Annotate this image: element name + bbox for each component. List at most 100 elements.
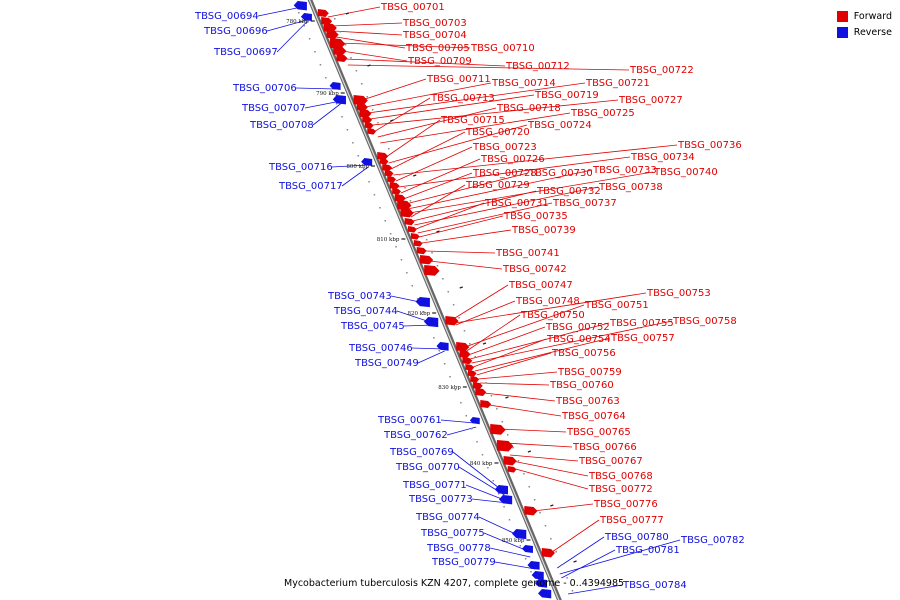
backbone-dot — [566, 577, 568, 579]
leader-line — [341, 166, 369, 187]
gene-label: TBSG_00722 — [629, 65, 694, 76]
leader-line — [367, 82, 586, 114]
forward-gene — [382, 164, 393, 172]
leader-line — [304, 100, 341, 109]
gene-label: TBSG_00769 — [389, 447, 454, 458]
backbone-dot — [485, 382, 487, 384]
backbone-dot — [388, 148, 390, 150]
tick-mark — [345, 12, 350, 15]
gene-label: TBSG_00772 — [588, 484, 653, 495]
reverse-gene — [538, 589, 552, 599]
forward-gene — [407, 226, 417, 233]
gene-label: TBSG_00732 — [536, 186, 601, 197]
forward-gene — [507, 466, 517, 473]
forward-gene — [480, 400, 492, 408]
forward-gene — [364, 122, 374, 129]
tick-label: 840 kbp — [470, 461, 493, 467]
backbone-dot — [465, 415, 468, 417]
backbone-dot — [303, 25, 305, 27]
leader-line — [557, 536, 605, 569]
forward-gene — [394, 194, 406, 202]
forward-gene — [524, 506, 538, 516]
gene-label: TBSG_00725 — [570, 108, 635, 119]
gene-label: TBSG_00766 — [572, 442, 637, 453]
forward-gene — [541, 548, 555, 558]
tick-mark — [390, 119, 394, 122]
reverse-gene — [329, 82, 341, 90]
backbone-dot — [409, 200, 412, 202]
backbone-dot — [416, 298, 419, 300]
backbone-dot — [425, 239, 428, 241]
leader-line — [372, 99, 619, 126]
leader-line — [375, 97, 431, 132]
leader-line — [473, 338, 547, 368]
forward-gene — [326, 30, 339, 39]
gene-label: TBSG_00775 — [420, 528, 485, 539]
backbone-dot — [330, 90, 332, 92]
tick-mark — [459, 286, 463, 289]
leader-line — [276, 20, 308, 53]
gene-label: TBSG_00748 — [515, 296, 580, 307]
backbone-dot — [492, 480, 495, 482]
genome-caption: Mycobacterium tuberculosis KZN 4207, com… — [284, 578, 625, 589]
backbone-dot — [344, 44, 347, 46]
gene-label: TBSG_00729 — [465, 180, 530, 191]
tick-mark — [436, 230, 440, 233]
forward-gene — [456, 342, 470, 352]
legend-reverse-label: Reverse — [853, 26, 892, 38]
gene-label: TBSG_00714 — [491, 78, 556, 89]
leader-line — [403, 172, 473, 200]
leader-line — [464, 304, 585, 348]
backbone-dot — [463, 330, 466, 332]
gene-label: TBSG_00736 — [677, 140, 742, 151]
forward-gene — [459, 350, 471, 358]
gene-label: TBSG_00768 — [588, 471, 653, 482]
forward-gene — [362, 116, 373, 124]
gene-label: TBSG_00770 — [395, 462, 460, 473]
gene-label: TBSG_00741 — [495, 248, 560, 259]
leader-line — [380, 112, 571, 144]
leader-line — [365, 82, 492, 108]
leader-line — [398, 156, 631, 188]
leader-line — [257, 6, 302, 17]
tick-label: 820 kbp — [408, 311, 431, 317]
tick-label: 800 kbp — [346, 164, 369, 170]
backbone-dot — [458, 317, 460, 319]
leader-lines — [257, 6, 681, 595]
gene-label: TBSG_00773 — [408, 494, 473, 505]
gene-label: TBSG_00734 — [630, 152, 695, 163]
tick-mark — [367, 64, 371, 67]
forward-gene — [490, 424, 506, 435]
gene-label: TBSG_00723 — [472, 142, 537, 153]
gene-label: TBSG_00764 — [561, 411, 626, 422]
gene-label: TBSG_00728 — [472, 168, 537, 179]
backbone-dot — [476, 441, 478, 443]
backbone-dot — [487, 467, 489, 469]
reverse-gene — [300, 13, 312, 21]
leader-line — [455, 300, 516, 326]
leader-line — [484, 392, 556, 402]
backbone-dot — [523, 473, 525, 475]
leader-line — [336, 36, 406, 49]
leader-line — [362, 78, 427, 101]
backbone-dot — [442, 278, 444, 280]
forward-gene — [413, 240, 423, 247]
forward-gene — [379, 158, 389, 165]
leader-line — [341, 50, 408, 62]
backbone-dot — [454, 389, 457, 391]
backbone-dot — [382, 135, 385, 137]
leader-line — [333, 30, 403, 36]
backbone-dot — [420, 226, 422, 228]
backbone-dot — [524, 558, 527, 560]
backbone-dot — [389, 233, 392, 235]
leader-line — [466, 314, 521, 352]
leader-line — [410, 184, 466, 218]
backbone-dot — [377, 122, 379, 124]
leader-line — [550, 519, 600, 554]
gene-label: TBSG_00746 — [348, 343, 413, 354]
forward-gene — [321, 17, 333, 25]
forward-swatch — [836, 10, 848, 22]
reverse-gene — [361, 158, 373, 166]
backbone-dot — [398, 174, 401, 176]
